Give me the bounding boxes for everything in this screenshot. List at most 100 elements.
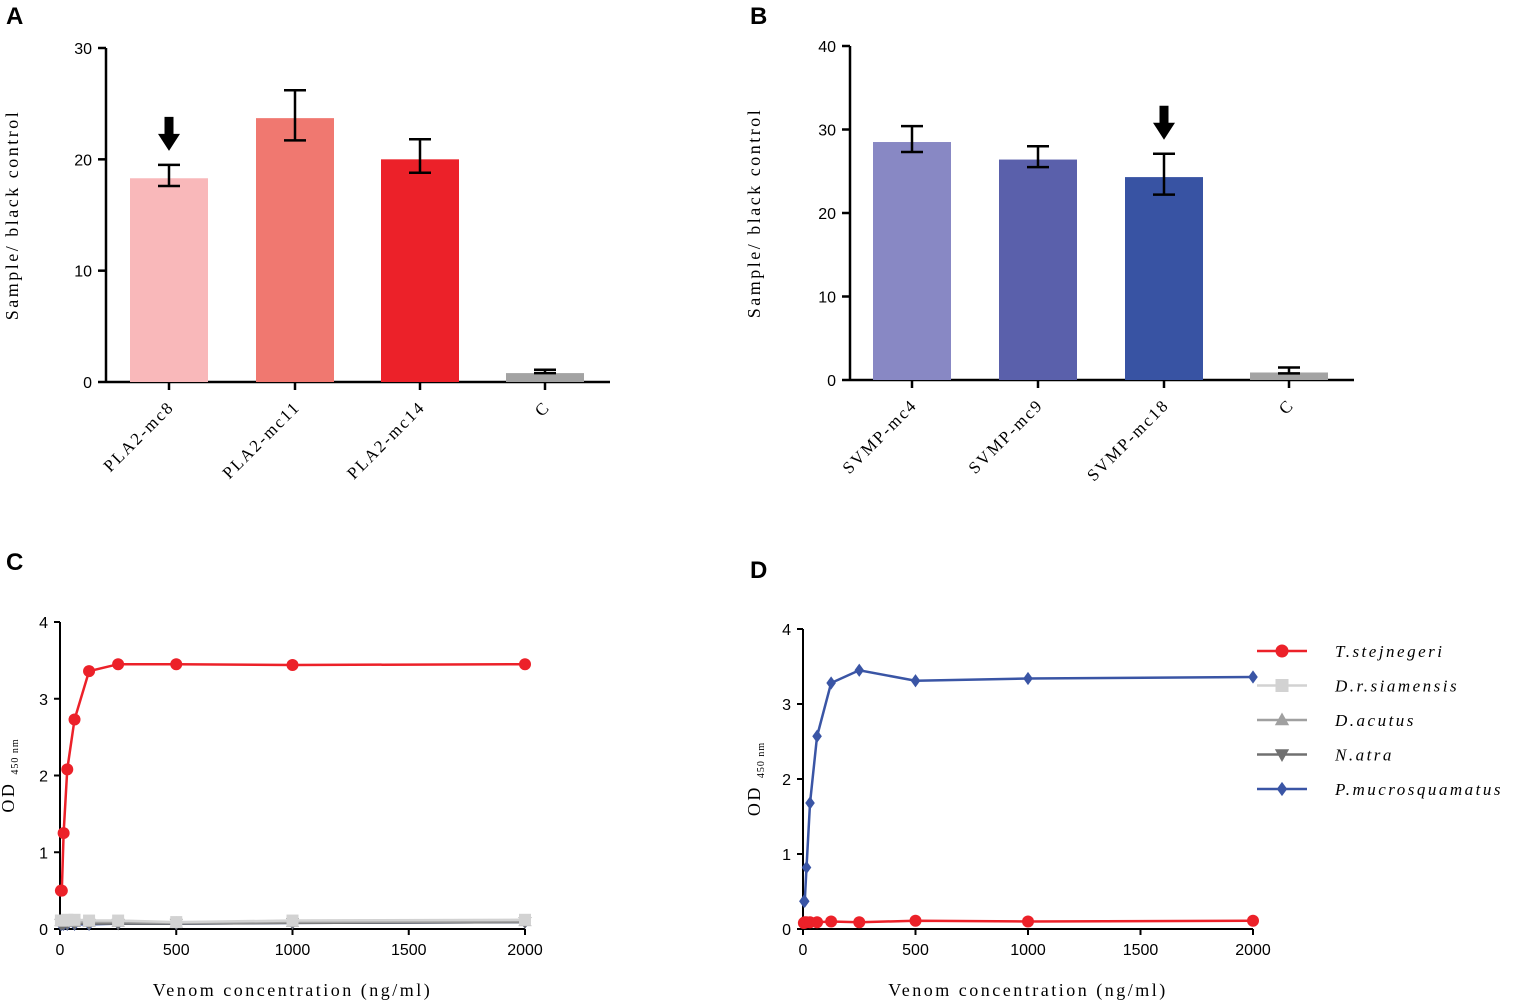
line-chart-d: 0 1 2 3 4 0 500 1000 1500 2000 Venom concentration… (744, 622, 1503, 1000)
data-point-t-stejnegeri (1247, 914, 1259, 927)
data-point-t-stejnegeri (61, 763, 74, 776)
y-tick-label: 4 (39, 615, 48, 632)
bar-c (1250, 372, 1328, 380)
data-point-d-r-siamensis (68, 913, 81, 926)
y-tick-label: 30 (74, 41, 92, 58)
bar-chart-b: 0 10 20 30 40 Sample/ black control SVMP-mc4 SV… (744, 39, 1354, 485)
data-point-p-mucrosquamatus (801, 860, 812, 875)
y-axis-label: Sample/ black control (744, 108, 764, 318)
line-chart-c: 0 1 2 3 4 0 500 1000 1500 2000 Venom concentration… (0, 615, 543, 1000)
y-tick-label: 1 (39, 845, 48, 862)
y-tick-label: 0 (83, 375, 92, 392)
y-axis-label: Sample/ black control (2, 110, 22, 320)
data-point-t-stejnegeri (286, 658, 299, 671)
data-point-d-r-siamensis (112, 914, 125, 927)
data-point-d-r-siamensis (83, 914, 96, 927)
data-point-t-stejnegeri (811, 916, 824, 929)
data-point-t-stejnegeri (57, 827, 70, 840)
bar-pla2-mc14 (381, 159, 459, 382)
legend-marker-n-atra (1274, 749, 1290, 762)
x-axis-label: Venom concentration (ng/ml) (888, 980, 1167, 1000)
legend-label-p-mucrosquamatus: P.mucrosquamatus (1334, 780, 1503, 799)
data-point-t-stejnegeri (519, 658, 531, 671)
legend-label-n-atra: N.atra (1334, 746, 1394, 765)
y-tick-label: 4 (782, 622, 791, 639)
y-axis-label: OD 450 nm (0, 738, 21, 812)
bar-c (506, 373, 584, 382)
x-tick-label: 1500 (1123, 942, 1159, 959)
y-tick-label: 3 (782, 697, 791, 714)
legend-marker-d-acutus (1274, 712, 1290, 726)
x-tick-label: 1500 (391, 942, 427, 959)
x-tick-label: 1000 (275, 942, 311, 959)
category-label-svmp-mc4: SVMP-mc4 (839, 395, 921, 477)
panel-label-c: C (6, 549, 23, 576)
bar-pla2-mc8 (130, 178, 208, 382)
data-point-t-stejnegeri (112, 658, 125, 671)
legend-marker-p-mucrosquamatus (1276, 781, 1288, 797)
down-arrow-icon (1153, 105, 1175, 140)
data-point-p-mucrosquamatus (1248, 670, 1258, 684)
x-tick-label: 0 (799, 942, 808, 959)
y-tick-label: 2 (782, 772, 791, 789)
data-point-t-stejnegeri (55, 884, 68, 897)
legend-label-d-r-siamensis: D.r.siamensis (1334, 677, 1459, 696)
legend-label-d-acutus: D.acutus (1334, 711, 1416, 730)
y-axis-label-subscript: 450 nm (756, 742, 767, 778)
bar-chart-a: 0 10 20 30 Sample/ black control PLA2-mc8 PLA2… (2, 41, 610, 483)
series-line-t-stejnegeri (60, 662, 526, 892)
y-axis-label-subscript: 450 nm (10, 738, 21, 774)
data-point-t-stejnegeri (68, 713, 81, 726)
category-label-svmp-mc18: SVMP-mc18 (1083, 395, 1173, 485)
x-tick-label: 2000 (1235, 942, 1271, 959)
data-point-t-stejnegeri (909, 914, 922, 927)
category-label-pla2-mc14: PLA2-mc14 (343, 397, 429, 483)
data-point-t-stejnegeri (1022, 915, 1034, 928)
data-point-p-mucrosquamatus (799, 894, 810, 908)
x-tick-label: 1000 (1010, 942, 1046, 959)
category-label-svmp-mc9: SVMP-mc9 (965, 395, 1047, 477)
bar-pla2-mc11 (256, 118, 334, 382)
panel-label-d: D (750, 557, 767, 584)
legend-label-t-stejnegeri: T.stejnegeri (1335, 642, 1444, 661)
series-line-p-mucrosquamatus (803, 668, 1254, 903)
panel-label-a: A (6, 3, 23, 30)
category-label-c: C (1275, 395, 1298, 418)
down-arrow-icon (158, 116, 180, 151)
y-tick-label: 3 (39, 692, 48, 709)
category-label-pla2-mc8: PLA2-mc8 (100, 397, 178, 475)
data-point-p-mucrosquamatus (854, 663, 865, 677)
y-tick-label: 20 (818, 206, 836, 223)
y-axis-label-main: OD (0, 775, 18, 813)
y-tick-label: 2 (39, 769, 48, 786)
y-axis-label-main: OD (744, 778, 764, 816)
data-point-t-stejnegeri (825, 915, 838, 928)
data-point-t-stejnegeri (83, 665, 96, 678)
y-tick-label: 0 (39, 922, 48, 939)
data-point-t-stejnegeri (170, 658, 183, 671)
legend-marker-t-stejnegeri (1275, 644, 1289, 658)
data-point-p-mucrosquamatus (812, 729, 822, 743)
data-point-p-mucrosquamatus (1023, 671, 1033, 686)
x-tick-label: 500 (902, 942, 929, 959)
data-point-p-mucrosquamatus (805, 796, 815, 810)
y-tick-label: 1 (782, 847, 791, 864)
data-point-d-r-siamensis (286, 914, 299, 927)
category-label-c: C (531, 397, 554, 420)
data-point-d-r-siamensis (170, 916, 183, 929)
y-tick-label: 0 (782, 922, 791, 939)
data-point-p-mucrosquamatus (910, 674, 921, 688)
y-tick-label: 30 (818, 123, 836, 140)
x-tick-label: 2000 (507, 942, 543, 959)
data-point-d-r-siamensis (519, 913, 531, 926)
y-tick-label: 20 (74, 152, 92, 169)
x-axis-label: Venom concentration (ng/ml) (153, 980, 432, 1000)
y-tick-label: 40 (818, 39, 836, 56)
x-tick-label: 0 (56, 942, 65, 959)
category-label-pla2-mc11: PLA2-mc11 (219, 397, 304, 482)
bar-svmp-mc4 (873, 142, 951, 380)
data-point-p-mucrosquamatus (826, 676, 836, 690)
y-tick-label: 0 (827, 373, 836, 390)
data-point-t-stejnegeri (853, 916, 866, 929)
